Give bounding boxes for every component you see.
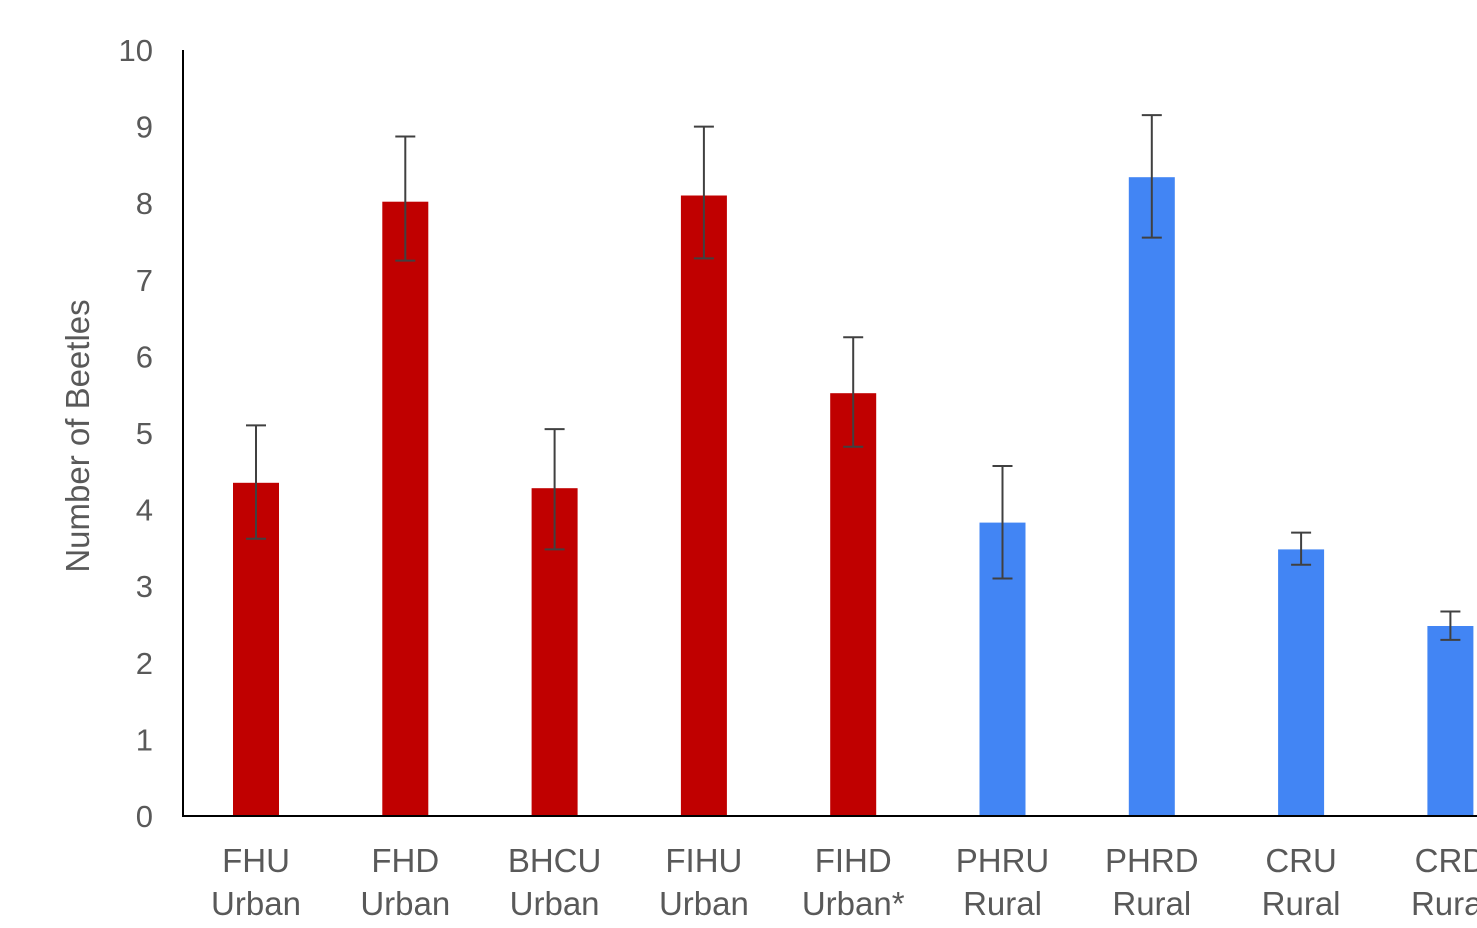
error-bar-crd bbox=[1440, 610, 1461, 641]
y-axis-title: Number of Beetles bbox=[59, 299, 96, 572]
axes-layer bbox=[182, 50, 1477, 817]
error-bar-phrd bbox=[1141, 114, 1162, 239]
y-tick-label: 7 bbox=[136, 263, 153, 298]
error-bar-bhcu bbox=[544, 428, 565, 551]
error-bar-fhd bbox=[395, 135, 416, 262]
y-tick-labels: 0 1 2 3 4 5 6 7 8 9 10 bbox=[119, 33, 153, 834]
y-tick-label: 8 bbox=[136, 186, 153, 221]
y-tick-label: 10 bbox=[119, 33, 153, 68]
error-bar-cru bbox=[1291, 531, 1312, 566]
bar-fihu bbox=[680, 195, 727, 816]
bar-fhd bbox=[382, 201, 429, 816]
x-label-code: CRD bbox=[1415, 842, 1477, 879]
bar-crd bbox=[1427, 626, 1474, 816]
x-label-group: Rural bbox=[963, 885, 1042, 922]
y-tick-label: 9 bbox=[136, 110, 153, 145]
error-bar-fihd bbox=[843, 336, 864, 448]
x-label-group: Urban bbox=[659, 885, 749, 922]
error-bar-fhu bbox=[246, 424, 266, 540]
x-label-group: Rural bbox=[1112, 885, 1191, 922]
x-label-group: Rural bbox=[1411, 885, 1477, 922]
x-label-group: Rural bbox=[1262, 885, 1341, 922]
x-label-code: FHU bbox=[222, 842, 290, 879]
x-label-group: Urban bbox=[211, 885, 301, 922]
y-tick-label: 5 bbox=[136, 416, 153, 451]
x-label-code: CRU bbox=[1265, 842, 1337, 879]
y-tick-label: 2 bbox=[136, 646, 153, 681]
x-label-code: PHRU bbox=[956, 842, 1050, 879]
error-bars-layer bbox=[246, 114, 1461, 641]
y-tick-label: 1 bbox=[136, 722, 153, 757]
y-tick-label: 3 bbox=[136, 569, 153, 604]
x-label-group: Urban bbox=[360, 885, 450, 922]
x-label-group: Urban* bbox=[802, 885, 905, 922]
error-bar-phru bbox=[992, 464, 1013, 580]
x-label-code: BHCU bbox=[508, 842, 602, 879]
y-tick-label: 0 bbox=[136, 799, 153, 834]
bar-cru bbox=[1278, 549, 1325, 816]
bars-layer bbox=[233, 177, 1474, 816]
x-category-labels: FHU Urban FHD Urban BHCU Urban FIHU Urban FIHD Ur… bbox=[211, 842, 1477, 922]
error-bar-fihu bbox=[693, 125, 714, 260]
x-label-code: FIHU bbox=[665, 842, 742, 879]
bar-fihd bbox=[830, 393, 877, 816]
x-label-code: FIHD bbox=[815, 842, 892, 879]
bar-phrd bbox=[1128, 177, 1175, 816]
y-tick-label: 4 bbox=[136, 493, 153, 528]
y-tick-label: 6 bbox=[136, 339, 153, 374]
x-label-code: PHRD bbox=[1105, 842, 1199, 879]
x-label-group: Urban bbox=[510, 885, 600, 922]
x-label-code: FHD bbox=[371, 842, 439, 879]
